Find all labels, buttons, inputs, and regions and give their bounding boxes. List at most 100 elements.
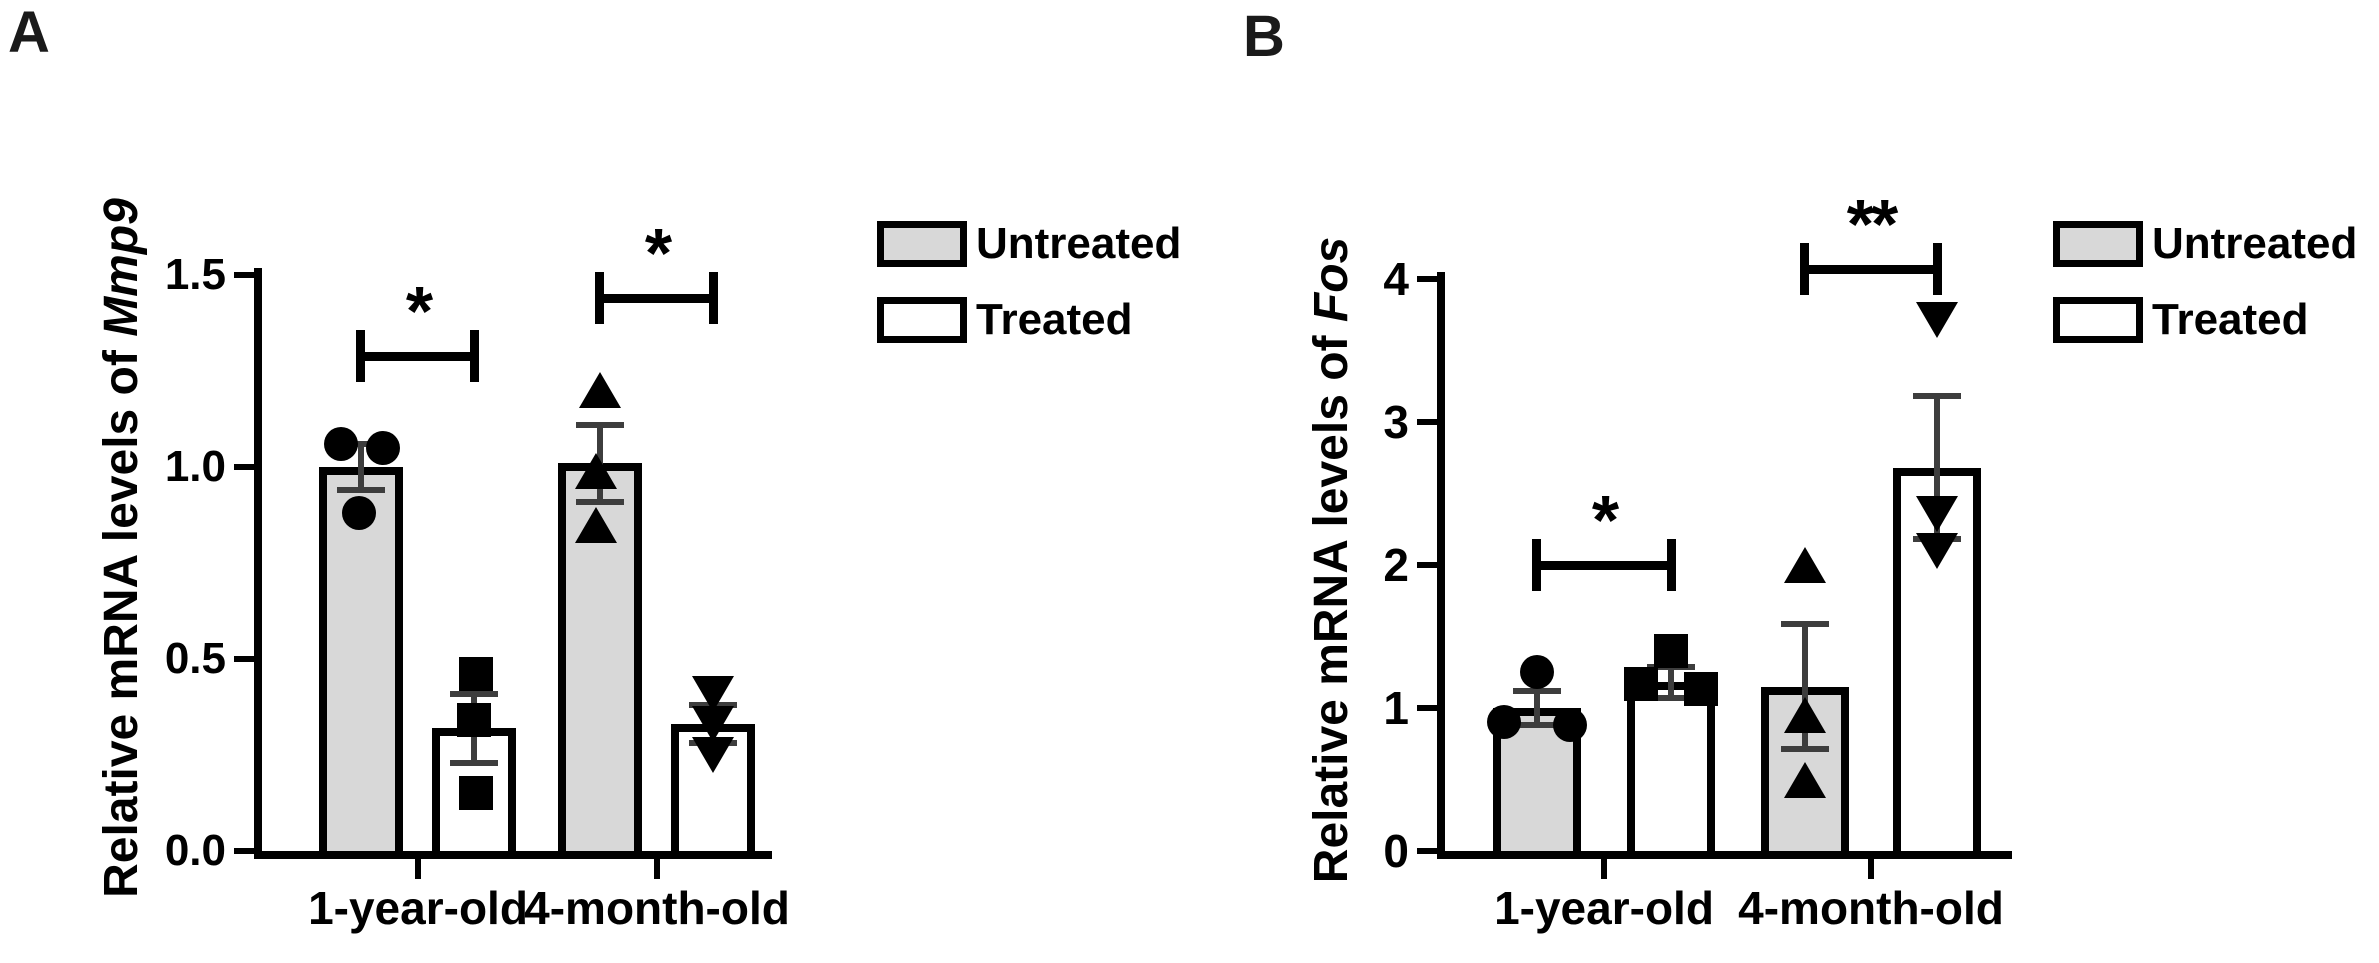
y-tick-label-b: 3 (1383, 396, 1409, 448)
error-bar-cap-lower-untreated-4-month-old (576, 499, 624, 505)
data-point-square-treated-1-year-old (1654, 634, 1688, 668)
y-tick-a (234, 656, 254, 662)
error-bar-stem-treated-1-year-old (1668, 667, 1674, 698)
legend-swatch-treated (877, 297, 967, 343)
panel-label-a: A (8, 0, 50, 65)
legend-swatch-treated (2053, 297, 2143, 343)
significance-label-b-4-month-old: ** (1846, 185, 1899, 263)
x-tick-a (654, 859, 660, 879)
y-tick-label-b: 0 (1383, 825, 1409, 877)
legend-swatch-untreated (2053, 221, 2143, 267)
error-bar-stem-untreated-1-year-old (358, 444, 364, 490)
error-bar-cap-lower-untreated-1-year-old (337, 487, 385, 493)
data-point-tri-up-untreated-4-month-old (1784, 762, 1826, 798)
data-point-tri-down-treated-4-month-old (1916, 302, 1958, 338)
y-axis-title-a-text: Relative mRNA levels of (95, 336, 148, 898)
error-bar-cap-upper-untreated-4-month-old (576, 422, 624, 428)
data-point-tri-down-treated-4-month-old (692, 737, 734, 773)
legend-label-untreated: Untreated (976, 219, 1182, 268)
error-bar-stem-treated-4-month-old (1934, 396, 1940, 539)
y-tick-b (1417, 848, 1437, 854)
data-point-circle-untreated-1-year-old (1487, 705, 1521, 739)
error-bar-cap-lower-untreated-4-month-old (1781, 746, 1829, 752)
significance-bracket-cap-right (1667, 539, 1676, 591)
legend-label-untreated: Untreated (2152, 219, 2358, 268)
significance-bracket-cap-left (1800, 243, 1809, 295)
bar-treated-1-year-old (1627, 682, 1715, 859)
x-axis-group-label-1-year-old: 1-year-old (308, 882, 528, 934)
y-tick-b (1417, 705, 1437, 711)
data-point-square-treated-1-year-old (459, 657, 493, 691)
data-point-tri-up-untreated-4-month-old (575, 453, 617, 489)
data-point-circle-untreated-1-year-old (1553, 708, 1587, 742)
significance-bracket-cap-left (1532, 539, 1541, 591)
legend-a: Untreated Treated (877, 221, 1181, 373)
error-bar-cap-lower-untreated-1-year-old (1513, 722, 1561, 728)
y-tick-b (1417, 562, 1437, 568)
significance-bracket-cap-right (1933, 243, 1942, 295)
y-tick-b (1417, 419, 1437, 425)
panel-label-b: B (1243, 4, 1285, 69)
y-tick-label-b: 4 (1383, 253, 1409, 305)
data-point-tri-up-untreated-4-month-old (1784, 547, 1826, 583)
y-tick-label-b: 2 (1383, 539, 1409, 591)
legend-label-treated: Treated (976, 295, 1133, 344)
data-point-tri-up-untreated-4-month-old (579, 372, 621, 408)
legend-row-untreated: Untreated (2053, 221, 2357, 267)
x-axis-group-label-4-month-old: 4-month-old (524, 882, 790, 934)
data-point-square-treated-1-year-old (459, 776, 493, 810)
error-bar-cap-upper-untreated-4-month-old (1781, 621, 1829, 627)
significance-bracket-cap-right (470, 330, 479, 382)
data-point-tri-down-treated-4-month-old (1916, 496, 1958, 532)
y-axis-title-a: Relative mRNA levels of Mmp9 (95, 198, 148, 898)
significance-bracket-b-1-year-old (1537, 561, 1671, 570)
y-tick-label-a: 1.5 (164, 250, 226, 299)
legend-row-treated: Treated (877, 297, 1181, 343)
x-tick-b (1601, 859, 1607, 879)
error-bar-cap-upper-untreated-1-year-old (337, 441, 385, 447)
data-point-tri-down-treated-4-month-old (1916, 533, 1958, 569)
y-tick-label-b: 1 (1383, 682, 1409, 734)
legend-swatch-untreated (877, 221, 967, 267)
error-bar-stem-untreated-4-month-old (1802, 624, 1808, 750)
significance-bracket-b-4-month-old (1805, 265, 1937, 274)
y-tick-a (234, 464, 254, 470)
data-point-tri-up-untreated-4-month-old (575, 507, 617, 543)
data-point-square-treated-1-year-old (1684, 672, 1718, 706)
x-axis-line-b (1437, 851, 2012, 859)
y-tick-a (234, 272, 254, 278)
error-bar-cap-upper-treated-1-year-old (450, 691, 498, 697)
legend-row-untreated: Untreated (877, 221, 1181, 267)
data-point-circle-untreated-1-year-old (366, 431, 400, 465)
significance-bracket-cap-left (356, 330, 365, 382)
y-tick-a (234, 848, 254, 854)
bar-untreated-1-year-old (319, 467, 403, 859)
error-bar-cap-lower-treated-1-year-old (1647, 695, 1695, 701)
significance-bracket-cap-left (595, 272, 604, 324)
error-bar-cap-lower-treated-1-year-old (450, 760, 498, 766)
error-bar-stem-untreated-1-year-old (1534, 691, 1540, 725)
data-point-square-treated-1-year-old (1624, 667, 1658, 701)
data-point-circle-untreated-1-year-old (342, 496, 376, 530)
data-point-tri-up-untreated-4-month-old (1784, 697, 1826, 733)
data-point-circle-untreated-1-year-old (1520, 655, 1554, 689)
y-axis-spine-b (1437, 272, 1445, 859)
significance-bracket-cap-right (709, 272, 718, 324)
y-axis-spine-a (254, 268, 262, 859)
x-tick-a (415, 859, 421, 879)
legend-label-treated: Treated (2152, 295, 2309, 344)
data-point-circle-untreated-1-year-old (324, 427, 358, 461)
legend-b: Untreated Treated (2053, 221, 2357, 373)
legend-row-treated: Treated (2053, 297, 2357, 343)
significance-bracket-a-4-month-old (600, 294, 713, 303)
y-tick-b (1417, 276, 1437, 282)
data-point-square-treated-1-year-old (457, 703, 491, 737)
y-tick-label-a: 0.0 (164, 826, 226, 875)
x-tick-b (1868, 859, 1874, 879)
x-axis-group-label-1-year-old: 1-year-old (1494, 882, 1714, 934)
significance-label-a-1-year-old: * (405, 272, 433, 350)
significance-label-b-1-year-old: * (1591, 481, 1619, 559)
data-point-tri-down-treated-4-month-old (692, 706, 734, 742)
error-bar-cap-upper-untreated-1-year-old (1513, 688, 1561, 694)
